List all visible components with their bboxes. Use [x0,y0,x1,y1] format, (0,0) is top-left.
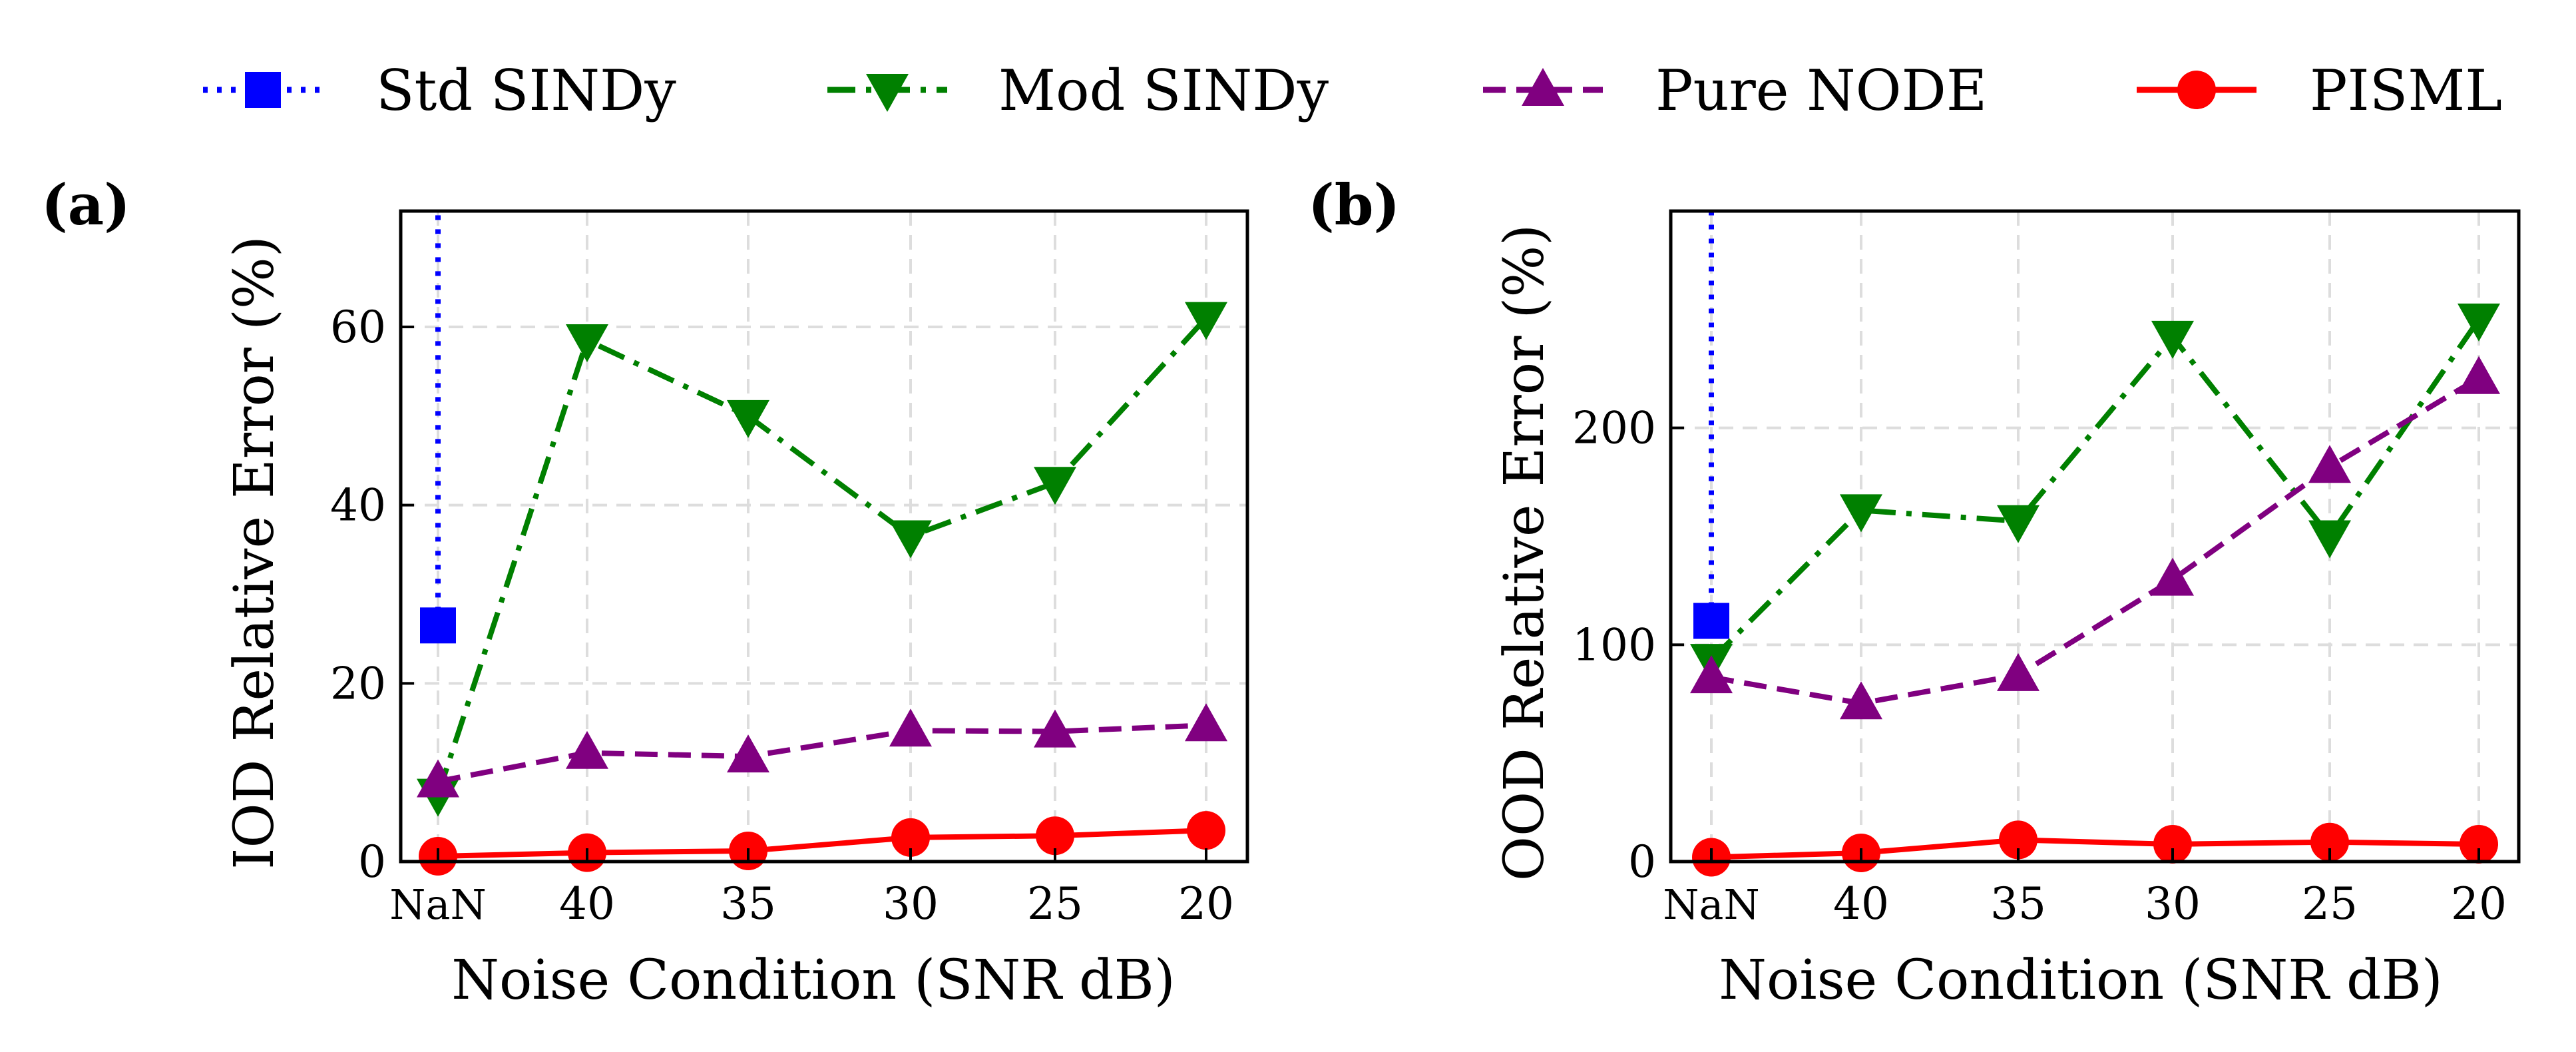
x-tick-label-a: 20 [1178,878,1234,929]
legend-sample-pure-node [1483,68,1603,106]
data-point-pisml [2460,824,2498,864]
y-tick-label-a: 60 [330,302,386,353]
legend-entry-std-sindy: Std SINDy [203,58,676,123]
y-tick-label-b: 0 [1628,836,1656,888]
series-std-sindy-b [1693,211,1729,639]
legend-label-pisml: PISML [2310,58,2502,123]
panel-label-a: (a) [41,172,130,238]
data-point-pisml [2310,822,2349,862]
y-tick-label-a: 20 [330,658,386,709]
series-line-mod-sindy [435,316,1208,796]
x-axis-label-a: Noise Condition (SNR dB) [451,949,1176,1012]
legend-label-std-sindy: Std SINDy [376,58,676,123]
series-mod-sindy-a [417,302,1227,817]
data-point-mod-sindy [2151,320,2194,359]
panel-b: (b) OOD Relative Error (%) Noise Conditi… [1308,172,2521,1012]
legend-entry-mod-sindy: Mod SINDy [827,58,1329,123]
legend-label-mod-sindy: Mod SINDy [998,58,1329,123]
series-pure-node-a [417,703,1227,798]
series-line-pure-node [437,722,1207,784]
panel-a: (a) IOD Relative Error (%) Noise Conditi… [41,172,1249,1012]
series-line-pure-node [1711,376,2481,706]
data-point-pisml [891,818,930,857]
series-pure-node-b [1690,356,2500,720]
y-tick-label-a: 40 [330,480,386,531]
x-tick-label-a: 30 [883,878,939,929]
legend-sample-std-sindy [203,72,323,108]
ticks-b: 0 100 200 NaN 40 35 30 25 20 [1572,403,2507,929]
y-axis-label-b: OOD Relative Error (%) [1493,224,1556,882]
data-point-mod-sindy [2458,303,2500,342]
legend-label-pure-node: Pure NODE [1655,58,1987,123]
series-line-mod-sindy [1709,318,2481,662]
x-tick-label-b: NaN [1663,880,1759,929]
data-point-mod-sindy [2308,520,2351,559]
data-point-pisml [1999,820,2038,860]
x-tick-label-b: 40 [1833,878,1889,929]
y-tick-label-b: 200 [1572,403,1656,454]
x-tick-label-a: NaN [389,880,486,929]
data-point-pisml [1036,816,1074,856]
data-point-pure-node [566,730,608,769]
data-point-pure-node [2458,356,2500,394]
data-point-pure-node [417,759,459,798]
axes-frame-a [399,209,1249,864]
y-tick-label-b: 100 [1572,619,1656,670]
grid-a [401,211,1247,862]
series-line-pisml [1711,837,2479,860]
data-point-pisml [2153,824,2192,864]
y-tick-label-a: 0 [358,836,386,888]
data-point-pure-node [1185,703,1227,742]
axes-frame-b [1669,209,2521,864]
legend-marker-mod-sindy [866,74,909,112]
data-point-mod-sindy [566,324,608,363]
data-point-pure-node [1690,655,1733,694]
data-point-pure-node [2151,557,2194,596]
x-tick-label-b: 35 [1990,878,2046,929]
legend-entry-pisml: PISML [2137,58,2502,123]
x-tick-label-b: 25 [2302,878,2358,929]
y-axis-label-a: IOD Relative Error (%) [223,236,286,870]
data-point-pure-node [1840,681,1882,720]
x-tick-label-b: 20 [2451,878,2507,929]
x-tick-label-a: 40 [559,878,615,929]
plot-area-b [1690,211,2500,877]
series-pisml-b [1692,820,2498,877]
data-point-std-sindy [420,607,456,644]
data-point-mod-sindy [1185,302,1227,340]
legend: Std SINDy Mod SINDy Pure NODE PISML [203,58,2502,123]
data-point-pure-node [727,734,769,773]
legend-sample-mod-sindy [827,74,947,112]
legend-entry-pure-node: Pure NODE [1483,58,1987,123]
data-point-mod-sindy [1840,494,1882,533]
data-point-pure-node [889,708,932,747]
data-point-mod-sindy [889,520,932,559]
data-point-mod-sindy [1034,467,1076,505]
ticks-a: 0 20 40 60 NaN 40 35 30 25 20 [330,302,1234,929]
data-point-pure-node [1997,653,2039,691]
data-point-std-sindy [1693,603,1729,639]
panel-label-b: (b) [1308,172,1400,238]
data-point-pure-node [1034,709,1076,748]
plot-area-a [417,211,1227,876]
grid-b [1671,211,2519,862]
legend-marker-std-sindy [245,72,281,108]
x-tick-label-b: 30 [2145,878,2201,929]
x-tick-label-a: 35 [720,878,776,929]
data-point-pisml [1187,811,1225,850]
x-axis-label-b: Noise Condition (SNR dB) [1719,949,2443,1012]
series-pisml-a [419,811,1225,876]
series-std-sindy-a [420,211,456,644]
data-point-mod-sindy [1997,505,2039,543]
x-tick-label-a: 25 [1027,878,1083,929]
series-line-pisml [437,828,1207,859]
data-point-mod-sindy [727,399,769,438]
legend-marker-pure-node [1522,68,1564,106]
data-point-pure-node [2308,445,2351,483]
legend-marker-pisml [2177,71,2216,109]
legend-sample-pisml [2137,71,2256,109]
